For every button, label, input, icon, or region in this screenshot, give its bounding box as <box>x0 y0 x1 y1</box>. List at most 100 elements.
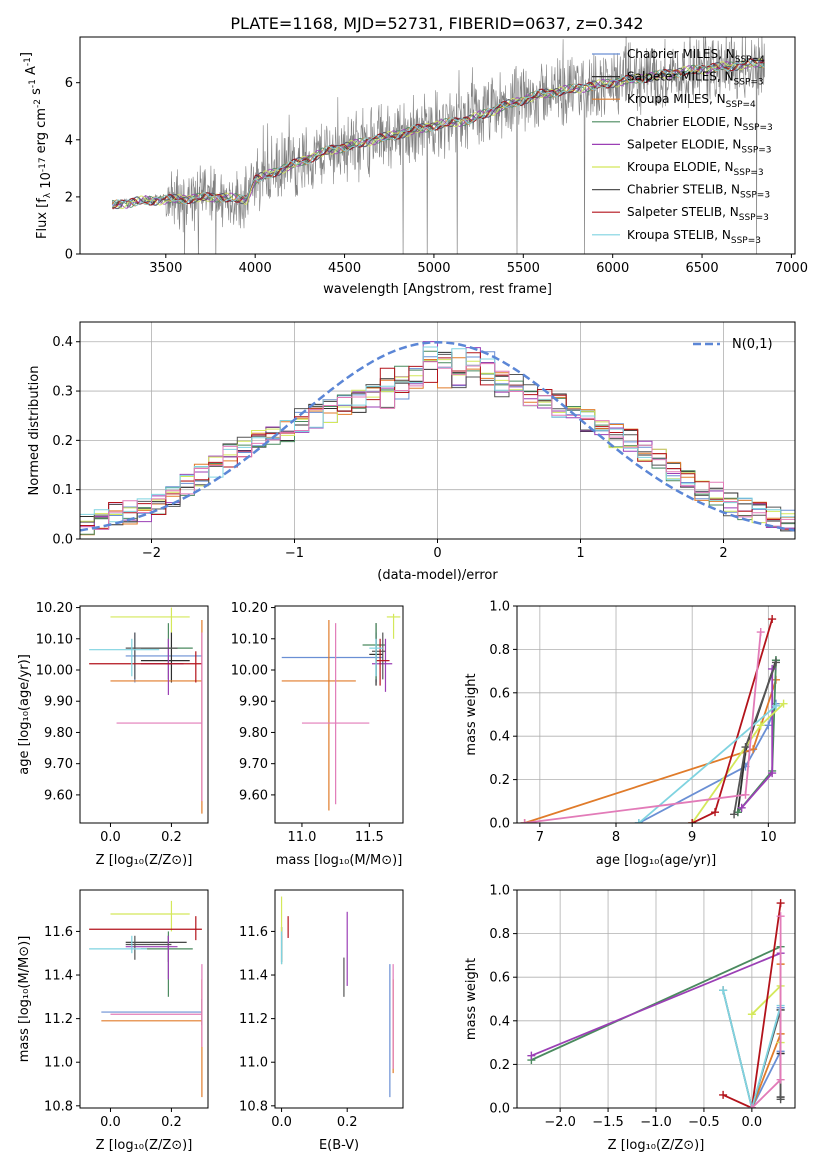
y-tick-label: 0.6 <box>489 971 510 986</box>
label-part: SSP=3 <box>743 123 773 133</box>
y-tick-label: 9.90 <box>239 695 268 710</box>
errorbar-point <box>116 632 203 802</box>
model-kroupa-stelib <box>111 59 765 207</box>
weight-marker <box>768 615 777 624</box>
y-tick-label: 10.8 <box>239 1099 268 1114</box>
errorbar-point <box>125 632 178 680</box>
weight-marker <box>730 810 739 819</box>
y-tick-label: 0.4 <box>489 730 510 745</box>
y-tick-label: 1.0 <box>489 600 510 615</box>
axes-frame <box>274 605 404 824</box>
weight-marker <box>756 628 765 637</box>
errorbar-point <box>386 613 401 639</box>
x-tick-label: 9 <box>688 830 696 845</box>
x-tick-label: 0.0 <box>100 830 121 845</box>
x-tick-label: 0.0 <box>742 1115 763 1130</box>
model-salpeter-stelib <box>112 58 765 209</box>
errorbar-point <box>281 620 356 811</box>
y-tick-label: 0.0 <box>52 533 73 548</box>
x-tick-label: 5500 <box>507 261 540 276</box>
panel-mass-vs-EBV: 0.0 0.2 10.8 11.0 11.2 11.4 11.6 E(B-V) <box>239 889 404 1153</box>
x-tick-label: 0.2 <box>161 1115 182 1130</box>
y-tick-label: 10.20 <box>36 601 73 616</box>
label-part: Chabrier STELIB, N <box>627 183 740 197</box>
x-tick-label: 8 <box>612 830 620 845</box>
label-part: Chabrier ELODIE, N <box>627 115 743 129</box>
axes-frame <box>516 605 796 824</box>
x-tick-label: 10 <box>760 830 777 845</box>
label-part: mass weight <box>464 673 479 755</box>
label-part: Salpeter MILES, N <box>627 70 734 84</box>
errorbar-point <box>140 632 190 683</box>
label-part: Normed distribution <box>27 366 42 496</box>
legend-label: Kroupa MILES, NSSP=4 <box>627 92 756 110</box>
plot-area <box>89 900 203 1098</box>
model-chabrier-elodie <box>112 60 765 208</box>
axes-frame <box>79 605 209 824</box>
plot-area <box>527 899 785 1108</box>
y-tick-label: 0.4 <box>52 335 73 350</box>
weight-marker <box>741 790 750 799</box>
axes-frame <box>79 36 796 255</box>
axes-frame <box>79 889 209 1109</box>
label-part: wavelength [Angstrom, rest frame] <box>323 282 552 297</box>
panel-age-vs-mass: 11.0 11.5 9.60 9.70 9.80 9.90 10.00 10.10 10.20 m… <box>231 601 404 868</box>
y-tick-label: 11.2 <box>44 1012 73 1027</box>
errorbar-point <box>140 623 193 680</box>
label-part: SSP=3 <box>741 145 771 155</box>
weight-marker <box>634 819 643 823</box>
panel-spectrum: 3500 4000 4500 5000 5500 6000 6500 7000 0 2 4 6 Chab… <box>19 36 808 297</box>
y-axis-label: mass weight <box>464 958 479 1040</box>
label-part: -1 <box>28 79 38 88</box>
label-part: SSP=3 <box>731 236 761 246</box>
y-tick-label: 10.00 <box>36 664 73 679</box>
weight-marker <box>737 803 746 812</box>
x-tick-label: 7000 <box>775 261 808 276</box>
y-tick-label: 0.3 <box>52 385 73 400</box>
weight-line <box>524 679 777 823</box>
label-part: Flux [f <box>35 198 50 239</box>
axes-frame <box>274 889 404 1109</box>
y-tick-label: 0.2 <box>52 434 73 449</box>
panels: 3500 4000 4500 5000 5500 6000 6500 7000 0 2 4 6 Chab… <box>17 36 808 1153</box>
histogram-series <box>80 361 795 539</box>
x-axis-label: mass [log₁₀(M/M⊙)] <box>276 853 403 868</box>
panel-residuals: −2 −1 0 1 2 0.0 0.1 0.2 0.3 0.4 N(0,1) (data-model)… <box>27 321 796 583</box>
y-tick-label: 0.8 <box>489 927 510 942</box>
label-part: Z [log₁₀(Z/Z⊙)] <box>96 1138 193 1153</box>
x-axis-label: Z [log₁₀(Z/Z⊙)] <box>608 1138 705 1153</box>
label-part: Kroupa ELODIE, N <box>627 160 734 174</box>
y-tick-label: 0.2 <box>489 1058 510 1073</box>
weight-marker <box>776 899 785 908</box>
weight-marker <box>764 721 773 730</box>
x-tick-label: 5000 <box>417 261 450 276</box>
label-part: Z [log₁₀(Z/Z⊙)] <box>96 853 193 868</box>
errorbar-point <box>372 632 386 680</box>
legend-label: Salpeter MILES, NSSP=3 <box>627 70 764 88</box>
y-axis-label: Normed distribution <box>27 366 42 496</box>
label-part: ] <box>19 52 34 57</box>
y-tick-label: 6 <box>65 76 73 91</box>
weight-marker <box>771 658 780 667</box>
plot-area <box>80 340 795 539</box>
x-tick-label: 11.5 <box>355 830 384 845</box>
x-tick-label: 0.2 <box>161 830 182 845</box>
weight-line <box>531 952 781 1057</box>
plot-area <box>281 613 401 811</box>
y-tick-label: 11.6 <box>44 925 73 940</box>
errorbar-point <box>140 638 184 695</box>
weight-line <box>722 902 782 1108</box>
x-axis-label: Z [log₁₀(Z/Z⊙)] <box>96 853 193 868</box>
x-axis-label: (data-model)/error <box>377 568 498 583</box>
y-tick-label: 9.70 <box>239 757 268 772</box>
label-part: A <box>24 66 39 79</box>
x-tick-label: 0.0 <box>100 1115 121 1130</box>
y-tick-label: 11.4 <box>44 969 73 984</box>
x-tick-label: −1.5 <box>592 1115 624 1130</box>
x-axis-label: E(B-V) <box>319 1138 359 1153</box>
weight-marker <box>771 701 780 710</box>
x-tick-label: 6000 <box>596 261 629 276</box>
weight-marker <box>711 808 720 817</box>
gaussian-curve <box>80 340 795 532</box>
